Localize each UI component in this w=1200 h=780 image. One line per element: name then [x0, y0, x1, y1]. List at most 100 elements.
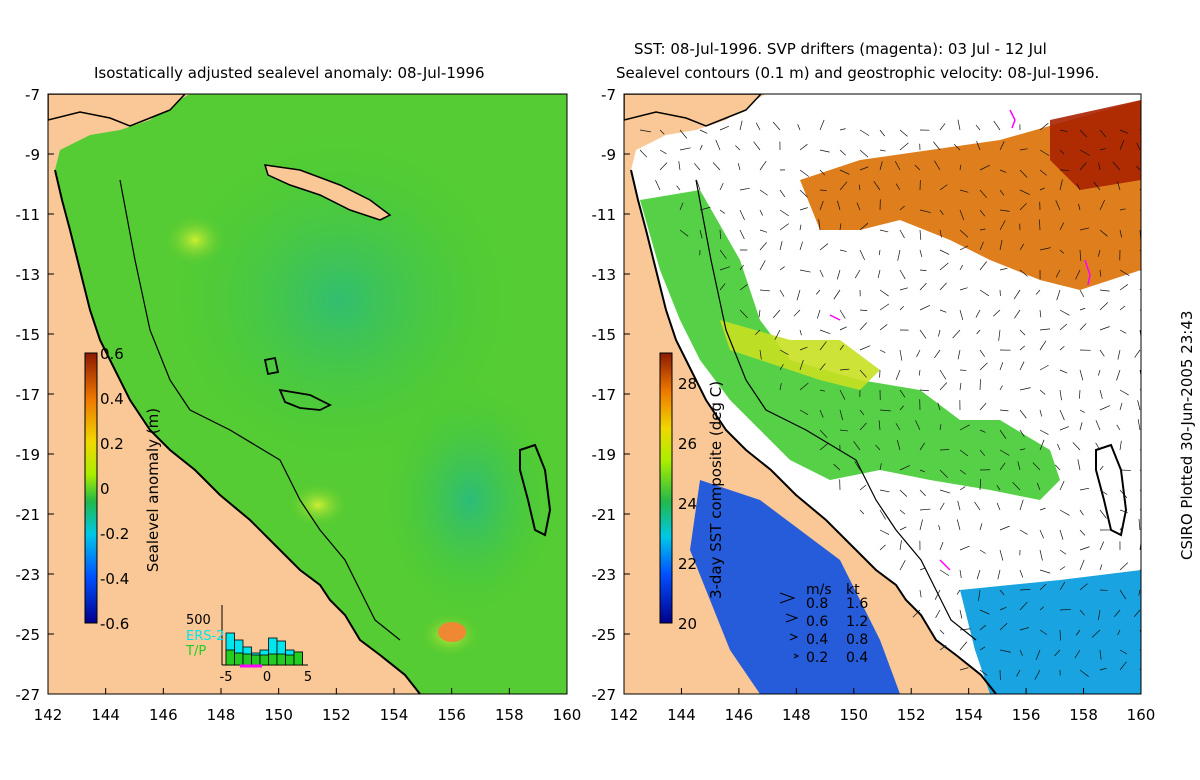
velocity-arrow: [739, 309, 748, 319]
velocity-arrow: [1119, 389, 1129, 396]
velocity-arrow: [819, 389, 826, 392]
velocity-arrow: [979, 646, 986, 651]
velocity-arrow: [878, 249, 881, 256]
sla-colorbar-label: Sealevel anomaly (m): [144, 408, 162, 572]
velocity-arrow: [999, 141, 1005, 151]
velocity-arrow: [879, 463, 882, 471]
velocity-arrow: [998, 329, 1001, 341]
velocity-arrow: [939, 123, 946, 131]
right-x-tick-label: 152: [897, 706, 926, 724]
velocity-arrow: [979, 479, 982, 491]
velocity-arrow: [819, 442, 829, 451]
velocity-arrow: [779, 289, 785, 297]
velocity-arrow: [959, 628, 971, 631]
velocity-arrow: [679, 229, 689, 237]
velocity-arrow: [759, 160, 767, 171]
velocity-arrow: [999, 209, 1010, 212]
velocity-arrow: [879, 229, 889, 233]
velocity-arrow: [979, 609, 990, 615]
velocity-arrow: [959, 309, 964, 321]
velocity-arrow: [1099, 405, 1111, 411]
velocity-arrow: [1119, 440, 1122, 451]
velocity-arrow: [1019, 202, 1027, 211]
velocity-arrow: [859, 409, 865, 416]
velocity-legend-ms: 0.6: [806, 614, 828, 630]
velocity-arrow: [959, 287, 968, 291]
velocity-arrow: [1019, 361, 1025, 371]
velocity-arrow: [999, 189, 1005, 196]
velocity-arrow: [879, 303, 890, 311]
velocity-arrow: [739, 229, 745, 240]
velocity-arrow: [1119, 562, 1129, 571]
velocity-arrow: [979, 449, 986, 456]
velocity-arrow: [959, 245, 969, 251]
velocity-arrow: [1074, 649, 1081, 659]
velocity-arrow: [819, 429, 828, 438]
velocity-arrow: [859, 129, 870, 136]
velocity-arrow: [1116, 424, 1121, 431]
velocity-arrow: [957, 119, 961, 131]
velocity-arrow: [959, 382, 962, 391]
velocity-arrow: [959, 449, 969, 457]
velocity-arrow: [919, 519, 923, 531]
velocity-arrow: [999, 267, 1008, 271]
velocity-arrow: [879, 349, 886, 354]
velocity-arrow: [799, 241, 803, 251]
velocity-arrow: [1119, 208, 1126, 211]
velocity-arrow: [1079, 669, 1089, 677]
velocity-arrow: [839, 326, 847, 331]
right-map-sst-green-west: [640, 190, 1060, 500]
velocity-arrow: [1079, 149, 1090, 156]
histogram-x-tick-label: 5: [304, 670, 312, 685]
velocity-arrow: [956, 589, 961, 595]
velocity-arrow: [1039, 569, 1051, 574]
velocity-arrow: [1136, 142, 1141, 151]
velocity-arrow: [1039, 409, 1043, 417]
velocity-arrow: [939, 209, 944, 216]
velocity-arrow: [715, 139, 721, 151]
velocity-arrow: [979, 228, 986, 231]
velocity-arrow: [1039, 389, 1046, 395]
velocity-arrow: [1039, 122, 1049, 131]
velocity-arrow: [659, 149, 667, 155]
velocity-arrow: [799, 224, 802, 231]
sla-colorbar-tick-label: -0.4: [100, 570, 129, 588]
velocity-arrow: [879, 129, 886, 137]
velocity-arrow: [939, 249, 950, 255]
velocity-arrow: [1119, 649, 1128, 655]
sst-colorbar-tick-label: 22: [678, 555, 697, 573]
velocity-arrow: [759, 349, 762, 360]
velocity-arrow: [976, 569, 981, 580]
velocity-legend-arrows: [779, 592, 800, 659]
velocity-arrow: [959, 189, 969, 193]
velocity-arrow: [1059, 309, 1070, 316]
velocity-arrow: [1139, 309, 1141, 311]
velocity-arrow: [696, 179, 701, 191]
velocity-arrow: [793, 309, 801, 317]
velocity-arrow: [919, 589, 922, 598]
velocity-arrow: [818, 219, 821, 231]
velocity-arrow: [699, 229, 703, 239]
velocity-arrow: [1099, 389, 1103, 399]
velocity-arrow: [1059, 389, 1062, 401]
velocity-arrow: [959, 424, 970, 431]
velocity-arrow: [739, 284, 748, 291]
left-y-tick-label: -11: [16, 206, 41, 224]
velocity-arrow: [1079, 389, 1081, 399]
velocity-arrow: [939, 502, 945, 511]
velocity-arrow: [999, 549, 1004, 561]
velocity-arrow: [959, 229, 969, 238]
velocity-arrow: [1079, 529, 1086, 536]
velocity-arrow: [1098, 162, 1101, 171]
velocity-arrow: [839, 429, 849, 432]
velocity-arrow: [799, 382, 809, 391]
velocity-arrow: [1039, 429, 1049, 435]
velocity-arrow: [799, 346, 808, 351]
velocity-arrow: [1079, 546, 1090, 551]
velocity-arrow: [975, 309, 981, 318]
velocity-arrow: [1059, 409, 1065, 421]
velocity-arrow: [1072, 442, 1081, 451]
velocity-legend-header-ms: m/s: [806, 582, 832, 598]
velocity-arrow: [999, 589, 1005, 596]
velocity-arrow: [1054, 649, 1061, 657]
